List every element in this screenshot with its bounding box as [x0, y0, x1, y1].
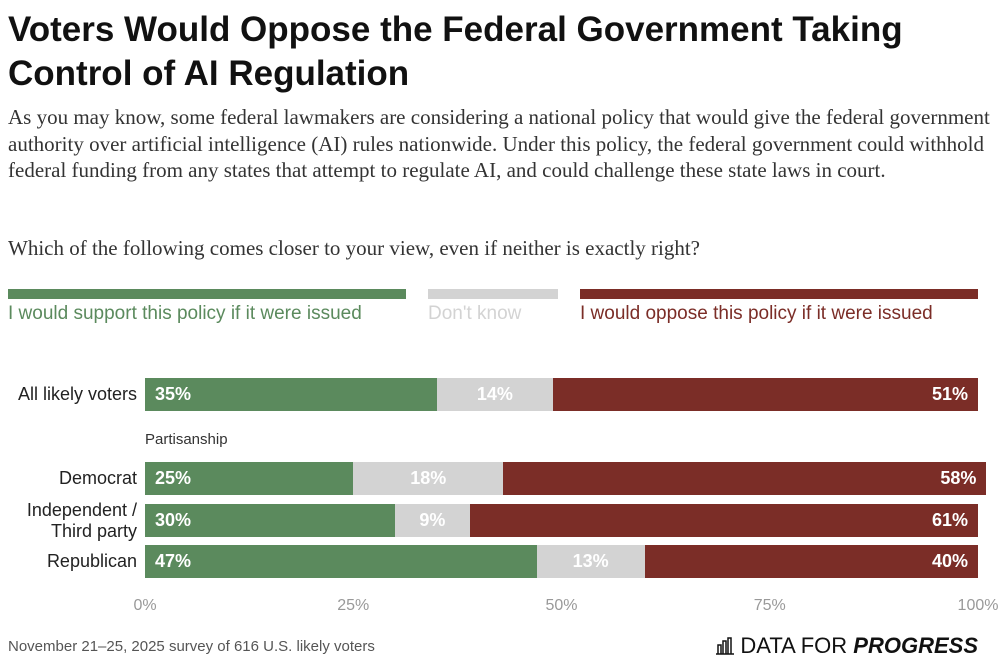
legend-swatch: [428, 289, 558, 299]
value-label: 51%: [931, 384, 968, 404]
value-label: 25%: [155, 468, 192, 488]
subtitle: As you may know, some federal lawmakers …: [8, 105, 990, 182]
x-tick-label: 100%: [957, 597, 999, 614]
brand-text-bold: PROGRESS: [853, 633, 978, 658]
bar-segment: [536, 545, 645, 578]
x-tick-label: 25%: [337, 597, 370, 614]
legend-label: I would oppose this policy if it were is…: [580, 303, 933, 324]
brand-logo: DATA FOR PROGRESS: [716, 633, 978, 659]
bar-segment: [436, 378, 554, 411]
value-label: 61%: [931, 510, 968, 530]
bar-segment: [469, 504, 978, 537]
value-label: 9%: [419, 510, 446, 530]
x-tick-label: 75%: [753, 597, 786, 614]
legend-label: I would support this policy if it were i…: [8, 303, 362, 324]
value-label: 30%: [155, 510, 192, 530]
value-label: 35%: [155, 384, 192, 404]
value-label: 40%: [931, 551, 968, 571]
y-tick-label: Independent / Third party: [26, 499, 137, 541]
bar-segment: [503, 462, 987, 495]
group-label: Partisanship: [145, 431, 228, 448]
value-label: 13%: [572, 551, 609, 571]
bar-segment: [145, 504, 395, 537]
bar-segment: [644, 545, 978, 578]
question: Which of the following comes closer to y…: [8, 236, 701, 260]
source-note: November 21–25, 2025 survey of 616 U.S. …: [8, 638, 375, 655]
x-tick-label: 50%: [545, 597, 578, 614]
bar-segment: [145, 462, 354, 495]
value-label: 58%: [940, 468, 977, 488]
bar-segment: [553, 378, 978, 411]
bar-segment: [353, 462, 504, 495]
legend-label: Don't know: [428, 303, 522, 324]
value-label: 47%: [155, 551, 192, 571]
y-tick-label: Democrat: [58, 468, 137, 488]
legend-swatch: [8, 289, 406, 299]
bar-segment: [145, 378, 437, 411]
x-tick-label: 0%: [133, 597, 157, 614]
chart-title: Voters Would Oppose the Federal Governme…: [8, 10, 903, 93]
value-label: 14%: [476, 384, 513, 404]
bar-segment: [145, 545, 537, 578]
y-tick-label: All likely voters: [17, 384, 137, 404]
value-label: 18%: [410, 468, 447, 488]
bar-segment: [394, 504, 470, 537]
y-tick-label: Republican: [46, 551, 137, 571]
logo-icon: [716, 637, 735, 655]
brand-text: DATA FOR: [740, 633, 848, 658]
legend-swatch: [580, 289, 978, 299]
